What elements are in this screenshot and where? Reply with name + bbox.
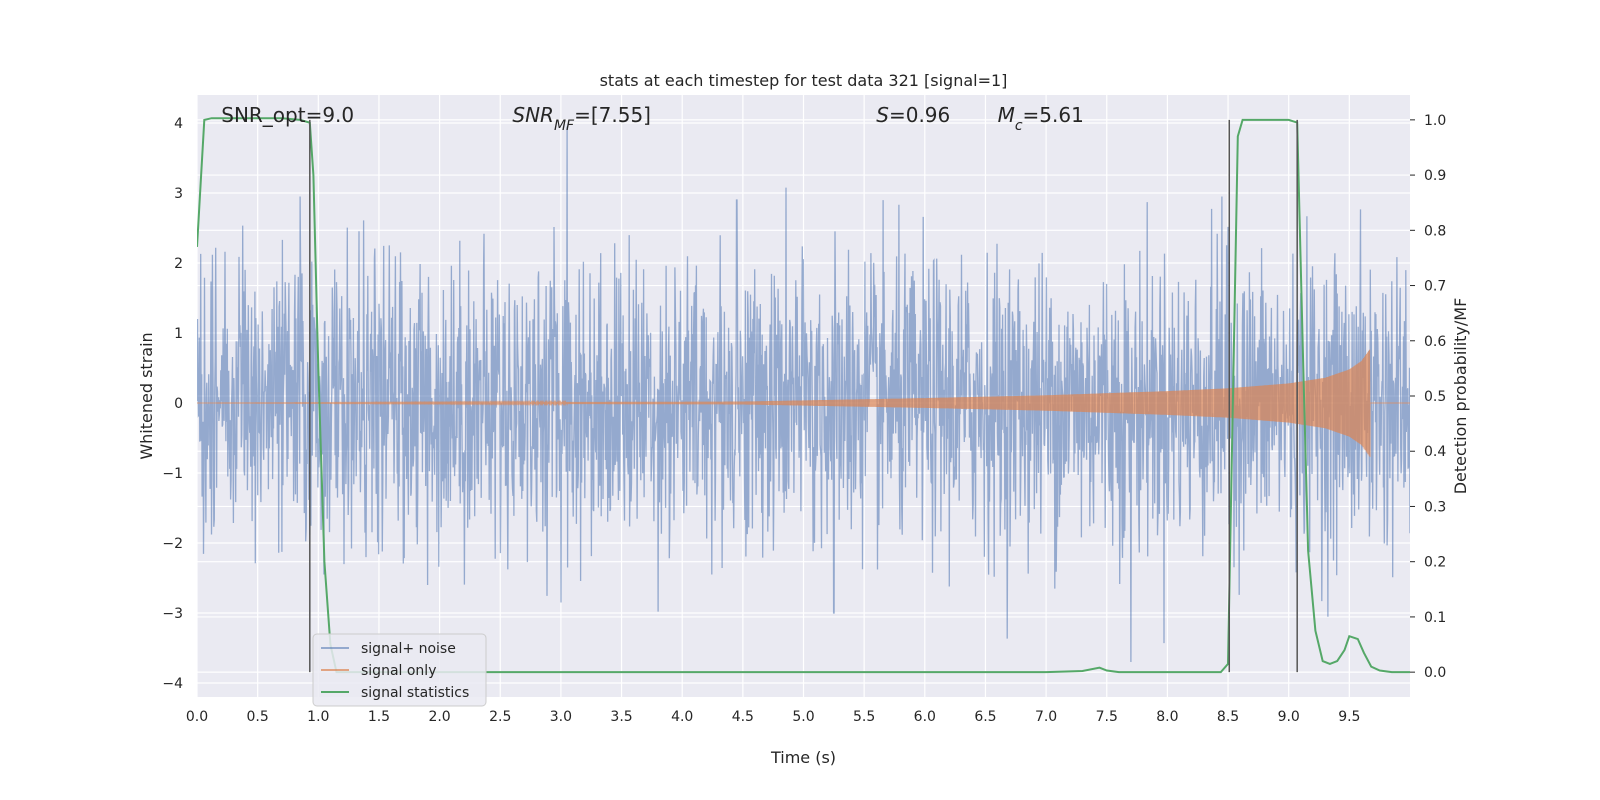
x-tick-label: 2.0 <box>428 709 450 725</box>
annotation-part: =[7.55] <box>574 103 651 127</box>
annotation-part: =5.61 <box>1023 103 1084 127</box>
y2-tick-label: 0.3 <box>1424 499 1446 515</box>
y2-tick-label: 0.0 <box>1424 665 1446 681</box>
y2-tick-label: 0.2 <box>1424 555 1446 571</box>
x-tick-label: 9.0 <box>1278 709 1300 725</box>
y-tick-labels: 4 3 2 1 0 −1 −2 −3 −4 <box>162 116 183 692</box>
y2-tick-label: 0.8 <box>1424 223 1446 239</box>
y2-tick-label: 0.5 <box>1424 389 1446 405</box>
x-tick-label: 5.0 <box>792 709 814 725</box>
x-tick-label: 1.0 <box>307 709 329 725</box>
series-signal-only <box>197 349 1410 457</box>
series-signal-noise <box>197 126 1410 663</box>
annotation-part: =0.96 <box>889 103 950 127</box>
x-tick-label: 0.0 <box>186 709 208 725</box>
x-axis-label: Time (s) <box>770 748 836 767</box>
annotation-text: SNRMF=[7.55] <box>512 103 651 134</box>
x-tick-label: 9.5 <box>1338 709 1360 725</box>
y-tick-label: 2 <box>174 256 183 272</box>
annotation-part: SNR <box>512 103 554 127</box>
y-tick-label: −2 <box>162 536 183 552</box>
x-tick-label: 8.5 <box>1217 709 1239 725</box>
legend-box <box>312 633 487 707</box>
legend-entry: signal+ noise <box>361 641 456 657</box>
x-tick-label: 6.5 <box>974 709 996 725</box>
y-axis-label: Whitened strain <box>137 332 156 459</box>
x-tick-label: 3.0 <box>550 709 572 725</box>
x-tick-label: 6.0 <box>914 709 936 725</box>
y-tick-label: 0 <box>174 396 183 412</box>
legend: signal+ noise signal only signal statistic… <box>312 633 487 707</box>
x-tick-label: 4.5 <box>732 709 754 725</box>
x-tick-label: 4.0 <box>671 709 693 725</box>
y-tick-label: −1 <box>162 466 183 482</box>
x-tick-label: 2.5 <box>489 709 511 725</box>
x-tick-label: 3.5 <box>610 709 632 725</box>
y2-tick-label: 0.7 <box>1424 279 1446 295</box>
x-tick-label: 0.5 <box>247 709 269 725</box>
annotation-part: M <box>998 103 1015 127</box>
y2-tick-labels: 1.0 0.9 0.8 0.7 0.6 0.5 0.4 0.3 0.2 0.1 0.0 <box>1410 113 1446 681</box>
y-tick-label: 3 <box>174 186 183 202</box>
annotation-part: S <box>876 103 889 127</box>
y-tick-label: −4 <box>162 676 183 692</box>
y2-tick-label: 0.1 <box>1424 610 1446 626</box>
annotation-text: S=0.96 <box>876 103 950 127</box>
legend-entry: signal statistics <box>361 685 469 701</box>
y-tick-label: 1 <box>174 326 183 342</box>
annotation-text: Mc=5.61 <box>998 103 1084 134</box>
y2-tick-label: 1.0 <box>1424 113 1446 129</box>
vertical-lines <box>309 119 1298 673</box>
legend-entry: signal only <box>361 663 436 679</box>
chart-title: stats at each timestep for test data 321… <box>600 71 1008 90</box>
x-tick-label: 7.0 <box>1035 709 1057 725</box>
x-tick-label: 7.5 <box>1096 709 1118 725</box>
y2-tick-label: 0.9 <box>1424 168 1446 184</box>
y-tick-label: 4 <box>174 116 183 132</box>
annotation-text: SNR_opt=9.0 <box>221 103 354 127</box>
y2-tick-label: 0.4 <box>1424 444 1446 460</box>
x-tick-label: 5.5 <box>853 709 875 725</box>
annotation-part: SNR_opt=9.0 <box>221 103 354 127</box>
annotation-part: MF <box>554 118 575 134</box>
y-tick-label: −3 <box>162 606 183 622</box>
x-tick-label: 8.0 <box>1156 709 1178 725</box>
x-tick-label: 1.5 <box>368 709 390 725</box>
y2-tick-label: 0.6 <box>1424 334 1446 350</box>
x-tick-labels: 0.0 0.5 1.0 1.5 2.0 2.5 3.0 3.5 4.0 4.5 5.0 5.5 6.0 6… <box>186 709 1361 725</box>
annotations: SNR_opt=9.0 SNRMF=[7.55] S=0.96 Mc=5.61 <box>221 103 1084 134</box>
annotation-part: c <box>1015 118 1023 134</box>
y2-axis-label: Detection probability/MF <box>1451 298 1470 495</box>
